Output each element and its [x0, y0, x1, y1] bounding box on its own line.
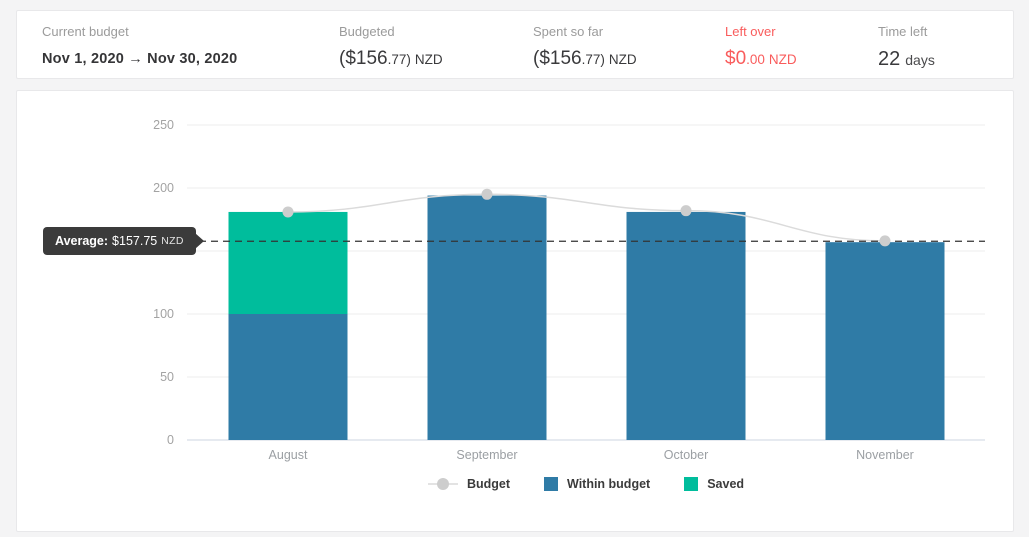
spent-label: Spent so far: [533, 24, 604, 39]
time-left-days-number: 22: [878, 48, 901, 70]
spent-currency: NZD: [608, 52, 637, 67]
y-axis-tick-label-50: 50: [160, 370, 174, 384]
summary-time-left: Time left 22 days: [878, 24, 935, 71]
y-axis-tick-label-250: 250: [153, 118, 174, 132]
budgeted-amount: ($156: [339, 48, 388, 69]
summary-current-budget: Current budget Nov 1, 2020 → Nov 30, 202…: [42, 24, 237, 67]
legend-label-saved: Saved: [707, 477, 745, 491]
chart-legend: Budget Within budget Saved: [187, 477, 985, 491]
budget-point-september[interactable]: [481, 188, 493, 200]
current-budget-date-range: Nov 1, 2020 → Nov 30, 2020: [42, 51, 238, 67]
time-left-unit: days: [905, 52, 935, 68]
time-left-value: 22 days: [878, 48, 935, 71]
x-axis-label-august: August: [269, 448, 308, 462]
time-left-label: Time left: [878, 24, 928, 39]
x-axis-label-october: October: [664, 448, 708, 462]
y-axis-tick-label-0: 0: [167, 433, 174, 447]
left-over-amount: $0: [725, 48, 747, 69]
budget-point-october[interactable]: [680, 205, 692, 217]
legend-item-saved[interactable]: Saved: [684, 477, 744, 491]
left-over-label: Left over: [725, 24, 776, 39]
x-axis-label-november: November: [856, 448, 914, 462]
legend-label-within-budget: Within budget: [567, 477, 651, 491]
legend-label-budget: Budget: [466, 477, 510, 491]
spent-amount: ($156: [533, 48, 582, 69]
average-tooltip-currency: NZD: [161, 235, 184, 247]
budget-line: [287, 193, 886, 242]
current-budget-label: Current budget: [42, 24, 129, 39]
budget-line-dot-marker-icon: [427, 478, 458, 490]
budgeted-value: ($156.77) NZD: [339, 48, 443, 70]
budgeted-cents: .77): [387, 52, 411, 67]
x-axis-label-september: September: [456, 448, 517, 462]
budget-point-august[interactable]: [282, 206, 294, 218]
bar-november-within-budget[interactable]: [825, 242, 945, 440]
saved-square-marker-icon: [684, 477, 699, 491]
budget-history-chart-card: 050100150200250AugustSeptemberOctoberNov…: [16, 90, 1014, 532]
spent-value: ($156.77) NZD: [533, 48, 637, 70]
within-budget-square-marker-icon: [544, 477, 558, 491]
budgeted-label: Budgeted: [339, 24, 395, 39]
bar-october-within-budget[interactable]: [626, 211, 746, 440]
budget-bar-chart: 050100150200250AugustSeptemberOctoberNov…: [153, 118, 985, 462]
bar-september-within-budget[interactable]: [427, 195, 547, 440]
budget-point-november[interactable]: [879, 235, 891, 247]
average-tooltip: Average: $157.75 NZD: [43, 227, 196, 255]
legend-item-within-budget[interactable]: Within budget: [544, 477, 650, 491]
average-tooltip-value: $157.75: [112, 234, 158, 248]
budget-summary-bar: Current budget Nov 1, 2020 → Nov 30, 202…: [16, 10, 1014, 79]
left-over-currency: NZD: [768, 52, 797, 67]
left-over-cents: .00: [746, 52, 765, 67]
bar-august-saved[interactable]: [228, 211, 348, 314]
y-axis-tick-label-200: 200: [153, 181, 174, 195]
spent-cents: .77): [581, 52, 605, 67]
budgeted-currency: NZD: [414, 52, 443, 67]
average-tooltip-label: Average:: [55, 234, 109, 248]
left-over-value: $0.00 NZD: [725, 48, 797, 70]
y-axis-tick-label-100: 100: [153, 307, 174, 321]
bar-august-within-budget[interactable]: [228, 314, 348, 440]
summary-budgeted: Budgeted ($156.77) NZD: [339, 24, 443, 70]
summary-left-over: Left over $0.00 NZD: [725, 24, 797, 70]
legend-item-budget[interactable]: Budget: [427, 477, 510, 491]
summary-spent-so-far: Spent so far ($156.77) NZD: [533, 24, 637, 70]
